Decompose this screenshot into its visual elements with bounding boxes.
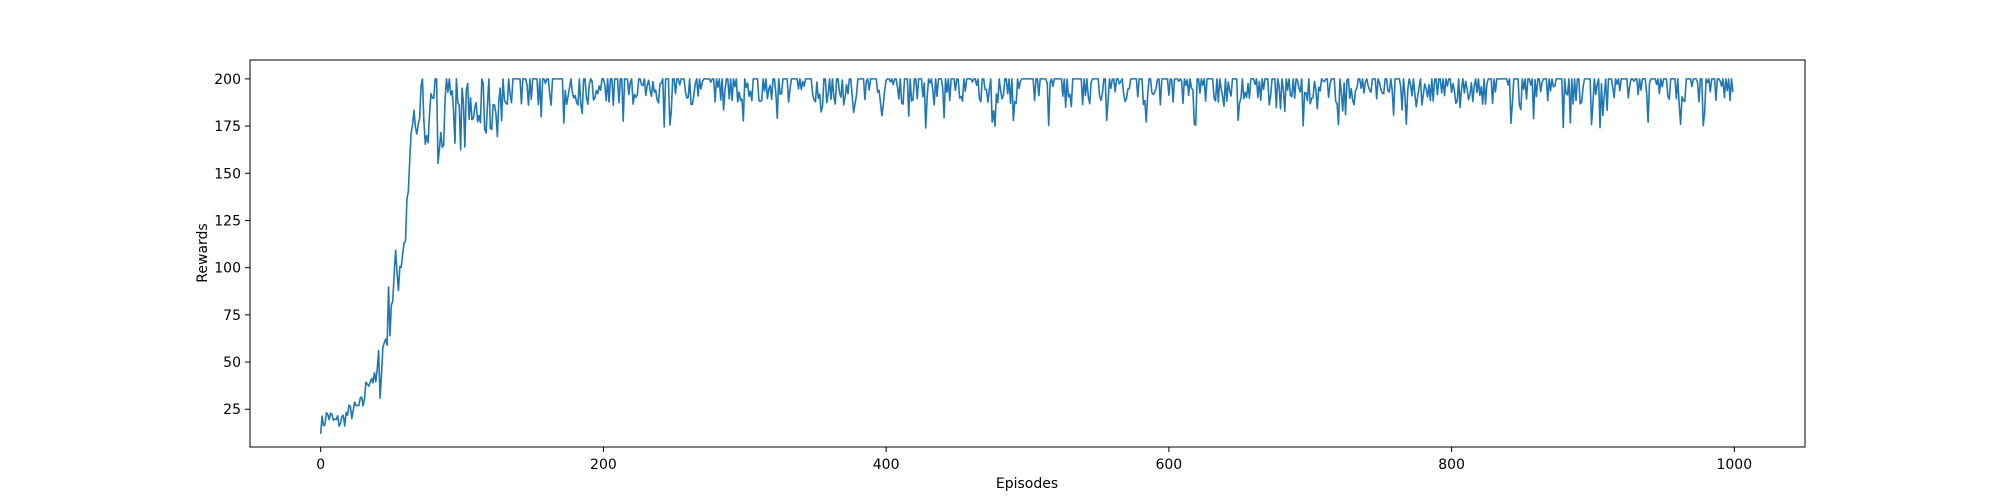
y-tick-label: 25 [223,402,241,418]
y-tick-label: 75 [223,308,241,324]
x-tick-label: 800 [1438,457,1465,473]
y-tick-label: 125 [214,213,241,229]
x-tick-label: 1000 [1716,457,1752,473]
x-tick-label: 200 [590,457,617,473]
y-axis-label: Rewards [195,223,211,282]
y-axis-ticks: 25 50 75 100 125 150 175 200 [214,72,250,418]
y-tick-label: 100 [214,261,241,277]
x-axis-label: Episodes [996,476,1058,492]
y-tick-label: 150 [214,166,241,182]
rewards-series-line [319,78,1734,434]
plot-frame [249,59,1806,448]
plot-area [319,78,1734,434]
x-tick-label: 400 [873,457,900,473]
x-tick-label: 600 [1155,457,1182,473]
x-axis-ticks: 0 200 400 600 800 1000 [316,447,1752,473]
x-tick-label: 0 [316,457,325,473]
y-tick-label: 175 [214,119,241,135]
y-tick-label: 50 [223,355,241,371]
y-tick-label: 200 [214,72,241,88]
